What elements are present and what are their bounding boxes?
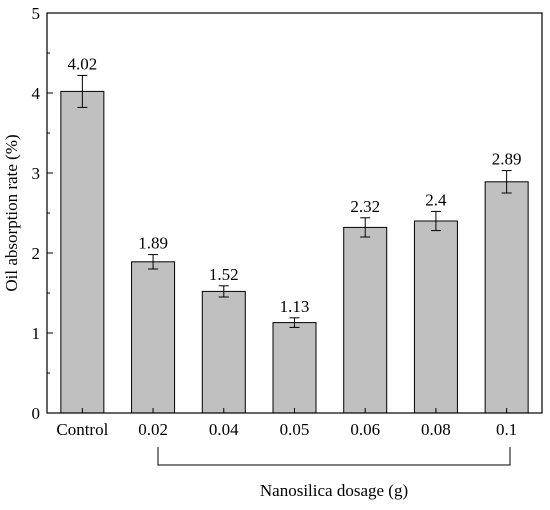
data-labels-layer: 4.02 1.89 1.52 1.13 2.32 2.4 2.89 — [67, 54, 521, 315]
bar-4 — [343, 226, 388, 414]
bar-2 — [201, 290, 246, 414]
data-label-5: 2.4 — [425, 190, 447, 209]
bar-5 — [413, 220, 458, 414]
data-label-1: 1.89 — [138, 234, 168, 253]
x-tick-label-4: 0.06 — [350, 420, 380, 439]
error-bar-1 — [148, 254, 159, 270]
error-bar-6 — [501, 170, 512, 194]
error-bar-3 — [289, 317, 300, 328]
bar-6 — [484, 181, 529, 414]
y-axis-ticks: 0 1 2 3 4 5 — [32, 4, 53, 423]
y-tick-label-5: 5 — [32, 4, 41, 23]
data-label-3: 1.13 — [280, 297, 310, 316]
bar-3 — [272, 322, 317, 414]
dosage-bracket — [157, 447, 511, 466]
x-tick-label-3: 0.05 — [280, 420, 310, 439]
error-bars-layer — [77, 74, 512, 328]
y-tick-label-1: 1 — [32, 324, 41, 343]
x-tick-label-0: Control — [56, 420, 108, 439]
x-axis-ticks: Control 0.02 0.04 0.05 0.06 0.08 0.1 — [56, 408, 517, 439]
y-tick-label-3: 3 — [32, 164, 41, 183]
data-label-4: 2.32 — [350, 197, 380, 216]
x-tick-label-6: 0.1 — [496, 420, 517, 439]
y-axis-label: Oil absorption rate (%) — [2, 134, 21, 291]
y-tick-label-0: 0 — [32, 404, 41, 423]
data-label-0: 4.02 — [67, 54, 97, 73]
data-label-6: 2.89 — [492, 150, 522, 169]
error-bar-4 — [360, 217, 371, 238]
error-bar-5 — [430, 210, 441, 232]
y-tick-label-2: 2 — [32, 244, 41, 263]
data-label-2: 1.52 — [209, 265, 239, 284]
bars-layer — [60, 90, 529, 414]
error-bar-0 — [77, 74, 88, 108]
x-axis-label: Nanosilica dosage (g) — [260, 481, 408, 500]
x-tick-label-2: 0.04 — [209, 420, 239, 439]
x-tick-label-5: 0.08 — [421, 420, 451, 439]
y-tick-label-4: 4 — [32, 84, 41, 103]
bar-0 — [60, 90, 105, 414]
x-tick-label-1: 0.02 — [138, 420, 168, 439]
error-bar-2 — [218, 285, 229, 298]
bar-1 — [131, 261, 176, 414]
